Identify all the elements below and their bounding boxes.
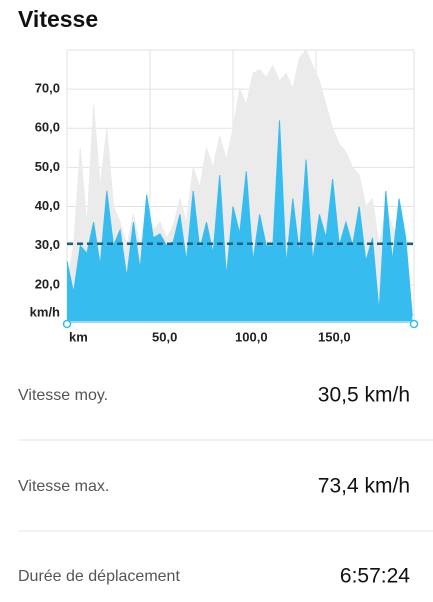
stat-label: Vitesse moy. xyxy=(18,387,108,404)
x-tick-label: 150,0 xyxy=(318,329,351,344)
area-line xyxy=(66,120,413,317)
y-tick-label: 40,0 xyxy=(35,198,60,213)
y-tick-label: 70,0 xyxy=(35,81,60,96)
section-title: Vitesse xyxy=(18,6,98,32)
y-tick-label: 50,0 xyxy=(35,159,60,174)
y-tick-label: 30,0 xyxy=(35,237,60,252)
stat-value: 30,5 km/h xyxy=(318,384,410,407)
x-axis-label: km xyxy=(69,329,88,344)
range-handle xyxy=(409,319,419,329)
x-tick-label: 100,0 xyxy=(235,329,268,344)
area-line xyxy=(66,49,413,317)
area-fill xyxy=(67,120,413,323)
range-handle xyxy=(62,319,72,329)
stat-value: 6:57:24 xyxy=(340,565,410,588)
stat-value: 73,4 km/h xyxy=(318,475,410,498)
stat-label: Durée de déplacement xyxy=(18,568,180,585)
x-tick-label: 50,0 xyxy=(152,329,177,344)
y-tick-label: 60,0 xyxy=(35,120,60,135)
stat-label: Vitesse max. xyxy=(18,478,109,495)
y-tick-label: 20,0 xyxy=(35,276,60,291)
y-axis-label: km/h xyxy=(30,304,60,319)
